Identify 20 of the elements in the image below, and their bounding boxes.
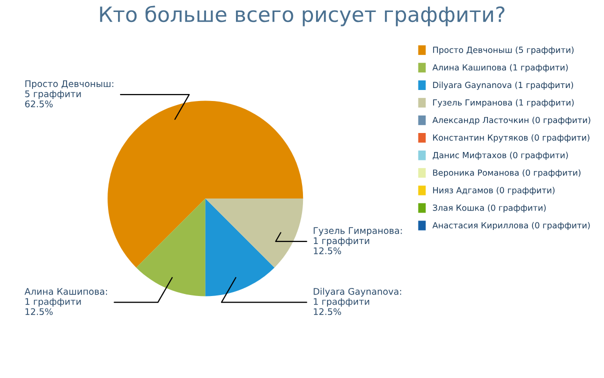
- legend-label: Dilyara Gaynanova (1 граффити): [433, 82, 574, 90]
- chart-title: Кто больше всего рисует граффити?: [100, 6, 504, 26]
- data-label: Гузель Гимранова: 1 граффити 12.5%: [314, 227, 402, 254]
- legend-label: Александр Ласточкин (0 граффити): [432, 116, 590, 125]
- legend-label: Вероника Романова (0 граффити): [433, 169, 580, 178]
- pie-slice: [136, 198, 206, 296]
- data-label: Просто Девчоныш: 5 граффити 62.5%: [25, 80, 114, 108]
- legend-label: Просто Девчоныш (5 граффити): [433, 46, 574, 55]
- legend-label: Алина Кашипова (1 граффити): [432, 64, 568, 72]
- data-label: Dilyara Gaynanova: 1 граффити 12.5%: [314, 288, 402, 316]
- legend-label: Гузель Гимранова (1 граффити): [433, 99, 574, 108]
- pie-slice: [108, 100, 304, 268]
- pie-slice: [205, 198, 274, 296]
- legend-label: Анастасия Кириллова (0 граффити): [432, 222, 590, 230]
- data-label: Алина Кашипова: 1 граффити 12.5%: [24, 288, 107, 316]
- pie-slice: [205, 198, 304, 268]
- legend-label: Злая Кошка (0 граффити): [432, 204, 546, 212]
- legend-label: Константин Крутяков (0 граффити): [433, 134, 590, 142]
- legend-label: Данис Мифтахов (0 граффити): [432, 152, 568, 160]
- legend-label: Нияз Адгамов (0 граффити): [433, 186, 554, 195]
